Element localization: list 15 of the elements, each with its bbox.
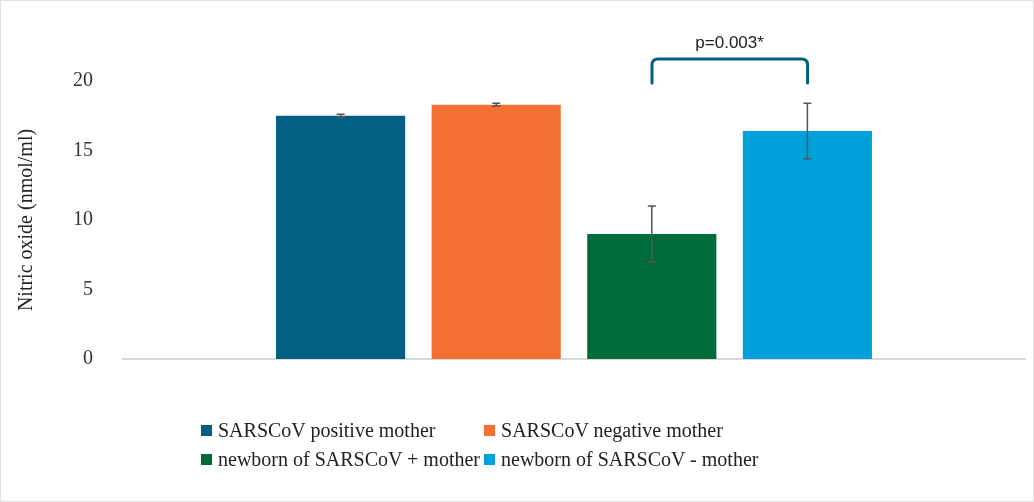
legend-label: newborn of SARSCoV + mother [218,448,481,471]
text: p=0.003* [695,33,764,53]
y-tick-label: 10 [73,207,93,230]
legend-label: SARSCoV negative mother [501,419,723,442]
bar [587,233,717,359]
y-tick-label: 5 [83,276,93,299]
legend-label: newborn of SARSCoV - mother [501,448,759,471]
legend-label: SARSCoV positive mother [218,419,436,442]
bar [742,131,872,359]
y-tick-label: 20 [73,68,93,91]
y-axis-title: Nitric oxide (nmol/ml) [14,128,38,312]
bar [276,115,406,359]
y-tick-label: 0 [83,346,93,369]
bar [431,104,561,359]
y-tick-label: 15 [73,137,93,160]
